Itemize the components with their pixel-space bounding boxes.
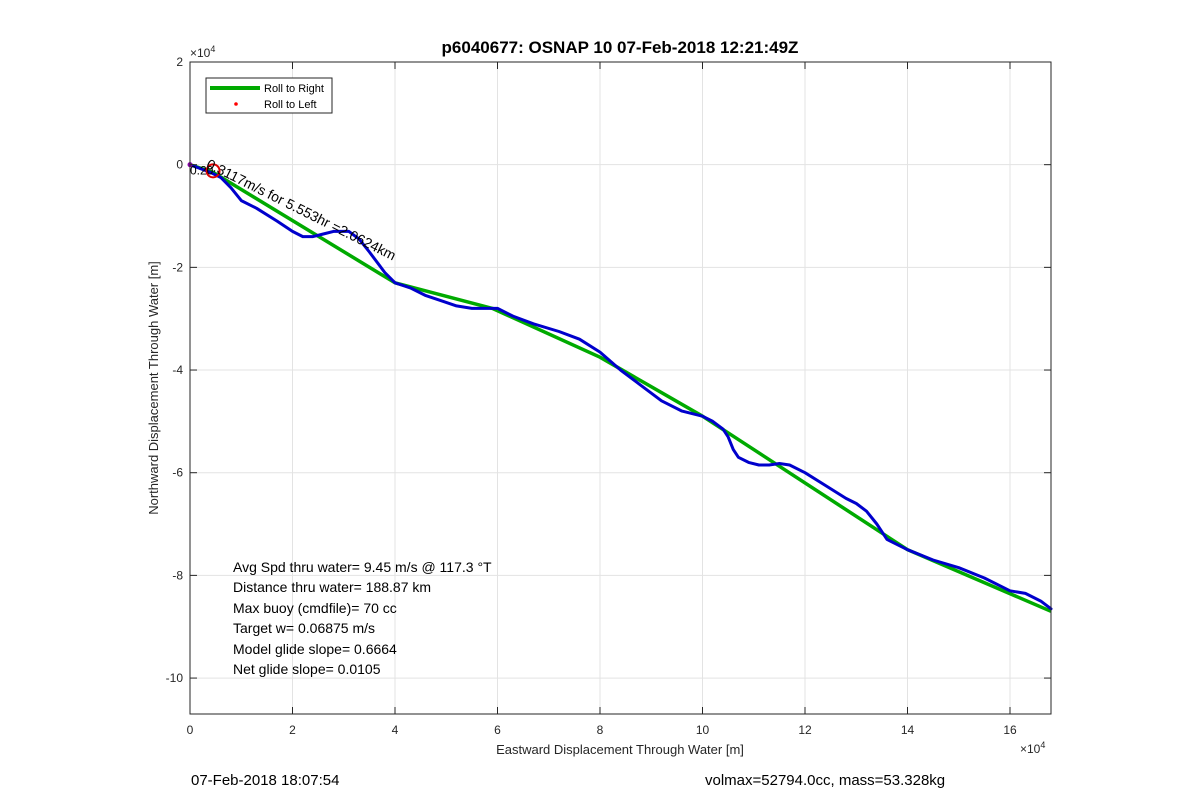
stat-avg-speed: Avg Spd thru water= 9.45 m/s @ 117.3 °T — [233, 559, 492, 575]
legend: Roll to Right Roll to Left — [205, 77, 333, 114]
axis-ticks: 0 2 4 6 8 10 12 14 16 2 0 -2 -4 -6 -8 -10 — [166, 55, 1051, 737]
x-axis-label: Eastward Displacement Through Water [m] — [496, 742, 744, 757]
stats-text: Avg Spd thru water= 9.45 m/s @ 117.3 °T … — [233, 559, 492, 677]
y-exponent: ×104 — [190, 44, 215, 60]
y-axis-label: Northward Displacement Through Water [m] — [146, 261, 161, 515]
svg-text:×104: ×104 — [1020, 740, 1045, 756]
plot-area — [190, 62, 1051, 714]
y-tick-label: 0 — [176, 158, 183, 172]
y-tick-label: -4 — [172, 363, 183, 377]
start-annotation-label: 0.20 — [190, 164, 214, 178]
footer-timestamp: 07-Feb-2018 18:07:54 — [191, 772, 340, 789]
stat-distance: Distance thru water= 188.87 km — [233, 579, 431, 595]
legend-marker-roll-left — [234, 102, 238, 106]
x-exponent: ×104 — [1020, 740, 1045, 756]
y-tick-label: -2 — [172, 260, 183, 274]
x-tick-label: 6 — [494, 723, 501, 737]
axes-box — [189, 61, 1052, 715]
stat-model-glide: Model glide slope= 0.6664 — [233, 641, 397, 657]
series-layer — [188, 163, 1053, 613]
current-position-marker — [205, 163, 221, 179]
x-tick-label: 8 — [597, 723, 604, 737]
stat-net-glide: Net glide slope= 0.0105 — [233, 661, 381, 677]
stat-target-w: Target w= 0.06875 m/s — [233, 620, 375, 636]
legend-box — [205, 77, 333, 114]
series-roll-right-line — [189, 163, 1052, 613]
x-tick-label: 4 — [392, 723, 399, 737]
y-exponent-power: 4 — [210, 44, 215, 54]
x-tick-label: 16 — [1003, 723, 1017, 737]
y-tick-label: 2 — [176, 55, 183, 69]
chart-title: p6040677: OSNAP 10 07-Feb-2018 12:21:49Z — [442, 38, 799, 57]
legend-label-roll-right: Roll to Right — [264, 83, 324, 95]
track-line — [188, 163, 1053, 611]
y-tick-label: -10 — [166, 671, 184, 685]
y-tick-label: -6 — [172, 466, 183, 480]
y-tick-label: -8 — [172, 568, 183, 582]
footer-vol-mass: volmax=52794.0cc, mass=53.328kg — [705, 772, 946, 789]
x-exponent-base: ×10 — [1020, 742, 1041, 756]
stat-max-buoy: Max buoy (cmdfile)= 70 cc — [233, 600, 397, 616]
y-exponent-base: ×10 — [190, 46, 211, 60]
x-tick-label: 12 — [798, 723, 812, 737]
x-exponent-power: 4 — [1040, 740, 1045, 750]
x-tick-label: 0 — [187, 723, 194, 737]
x-tick-label: 14 — [901, 723, 915, 737]
x-tick-label: 2 — [289, 723, 296, 737]
svg-text:×104: ×104 — [190, 44, 215, 60]
legend-label-roll-left: Roll to Left — [264, 99, 317, 111]
x-tick-label: 10 — [696, 723, 710, 737]
